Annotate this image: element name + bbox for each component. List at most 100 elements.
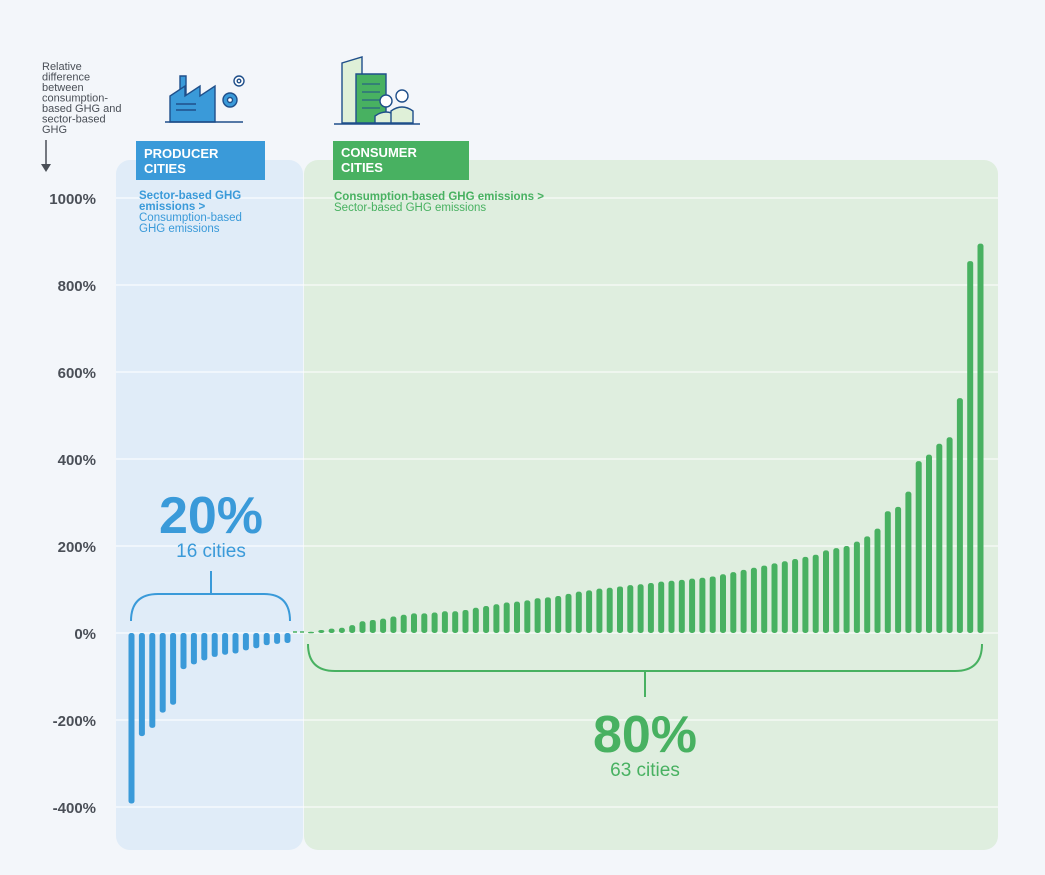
bar (328, 628, 335, 633)
bar (274, 633, 281, 644)
y-axis-label-line: GHG (42, 124, 67, 136)
bar (647, 582, 654, 633)
producer-header-line: CITIES (144, 161, 186, 176)
producer-description-line: Sector-based GHG (139, 190, 241, 202)
bar (201, 633, 208, 661)
producer-description-line: GHG emissions (139, 223, 220, 235)
bar (802, 556, 809, 633)
producer-description: Sector-based GHG emissions > Consumption… (139, 190, 245, 235)
bar (338, 627, 345, 633)
bar (211, 633, 218, 657)
bar (534, 598, 541, 633)
gridlines (116, 197, 998, 808)
bar (232, 633, 239, 654)
bar (452, 611, 459, 633)
consumer-description-line: Sector-based GHG emissions (334, 202, 486, 214)
bar (936, 443, 943, 633)
bar (946, 437, 953, 633)
bar (915, 461, 922, 633)
bar (750, 567, 757, 633)
bar (658, 581, 665, 633)
producer-description-line: emissions > (139, 201, 205, 213)
y-axis-label-line: consumption- (42, 93, 108, 105)
y-tick-label: 200% (58, 539, 96, 556)
y-tick-label: 0% (74, 626, 96, 643)
bar (483, 606, 490, 633)
consumer-header-text: CONSUMER CITIES (341, 145, 420, 175)
consumer-header-line: CITIES (341, 160, 383, 175)
bar (524, 600, 531, 633)
consumer-description: Consumption-based GHG emissions > Sector… (334, 191, 547, 214)
consumer-header (333, 141, 469, 180)
bar (689, 578, 696, 633)
bar (843, 546, 850, 633)
consumer-count: 63 cities (610, 760, 680, 781)
bar (874, 528, 881, 633)
bar (730, 572, 737, 633)
bar (349, 625, 356, 633)
bar (761, 565, 768, 633)
bar (242, 633, 249, 651)
bar (771, 563, 778, 633)
bar (956, 398, 963, 633)
bar (369, 619, 376, 633)
bar (390, 616, 397, 633)
bar (555, 596, 562, 633)
bar (544, 597, 551, 633)
bar (864, 536, 871, 633)
bars (128, 243, 984, 804)
bar (895, 506, 902, 633)
y-axis-label: Relative difference between consumption-… (42, 61, 125, 136)
producer-header-line: PRODUCER (144, 146, 219, 161)
bar (967, 261, 974, 633)
bar (709, 576, 716, 633)
bar (926, 454, 932, 633)
bar (740, 569, 747, 633)
consumer-description-line: Consumption-based GHG emissions > (334, 191, 544, 203)
y-tick-label: 1000% (49, 191, 96, 208)
factory-gear-icon (165, 75, 245, 123)
bar (606, 587, 613, 633)
down-arrow-icon (41, 140, 51, 172)
bar (222, 633, 229, 655)
bar (472, 607, 479, 633)
bar (792, 559, 799, 633)
bar (853, 541, 860, 633)
bar (462, 609, 469, 633)
bar (586, 590, 593, 633)
bar (627, 585, 634, 633)
y-axis-label-line: between (42, 82, 84, 94)
y-tick-label: 600% (58, 365, 96, 382)
bar (812, 554, 819, 633)
bar (575, 591, 582, 633)
bar (565, 593, 572, 633)
y-tick-label: -400% (53, 800, 96, 817)
producer-description-line: Consumption-based (139, 212, 242, 224)
bar (421, 613, 428, 633)
consumer-header-line: CONSUMER (341, 145, 417, 160)
bar (159, 633, 166, 713)
producer-count: 16 cities (176, 541, 246, 562)
bar (284, 633, 291, 644)
bar (170, 633, 177, 705)
producer-header-text: PRODUCER CITIES (144, 146, 222, 176)
consumer-percent: 80% (593, 706, 697, 764)
bar (823, 550, 829, 633)
y-axis-label-line: sector-based (42, 114, 106, 126)
bar (833, 548, 840, 633)
bar (190, 633, 197, 665)
bar (884, 511, 891, 633)
bar (905, 491, 912, 633)
bar (493, 604, 500, 633)
bar (503, 602, 510, 633)
producer-header (136, 141, 265, 180)
buildings-people-icon (334, 56, 420, 125)
bar (318, 629, 325, 633)
bar (180, 633, 187, 670)
bar (308, 631, 314, 634)
y-axis-label-line: difference (42, 72, 90, 84)
bar (411, 613, 417, 633)
bar (678, 579, 685, 633)
y-axis-label-line: Relative (42, 61, 82, 73)
bar (668, 580, 675, 633)
